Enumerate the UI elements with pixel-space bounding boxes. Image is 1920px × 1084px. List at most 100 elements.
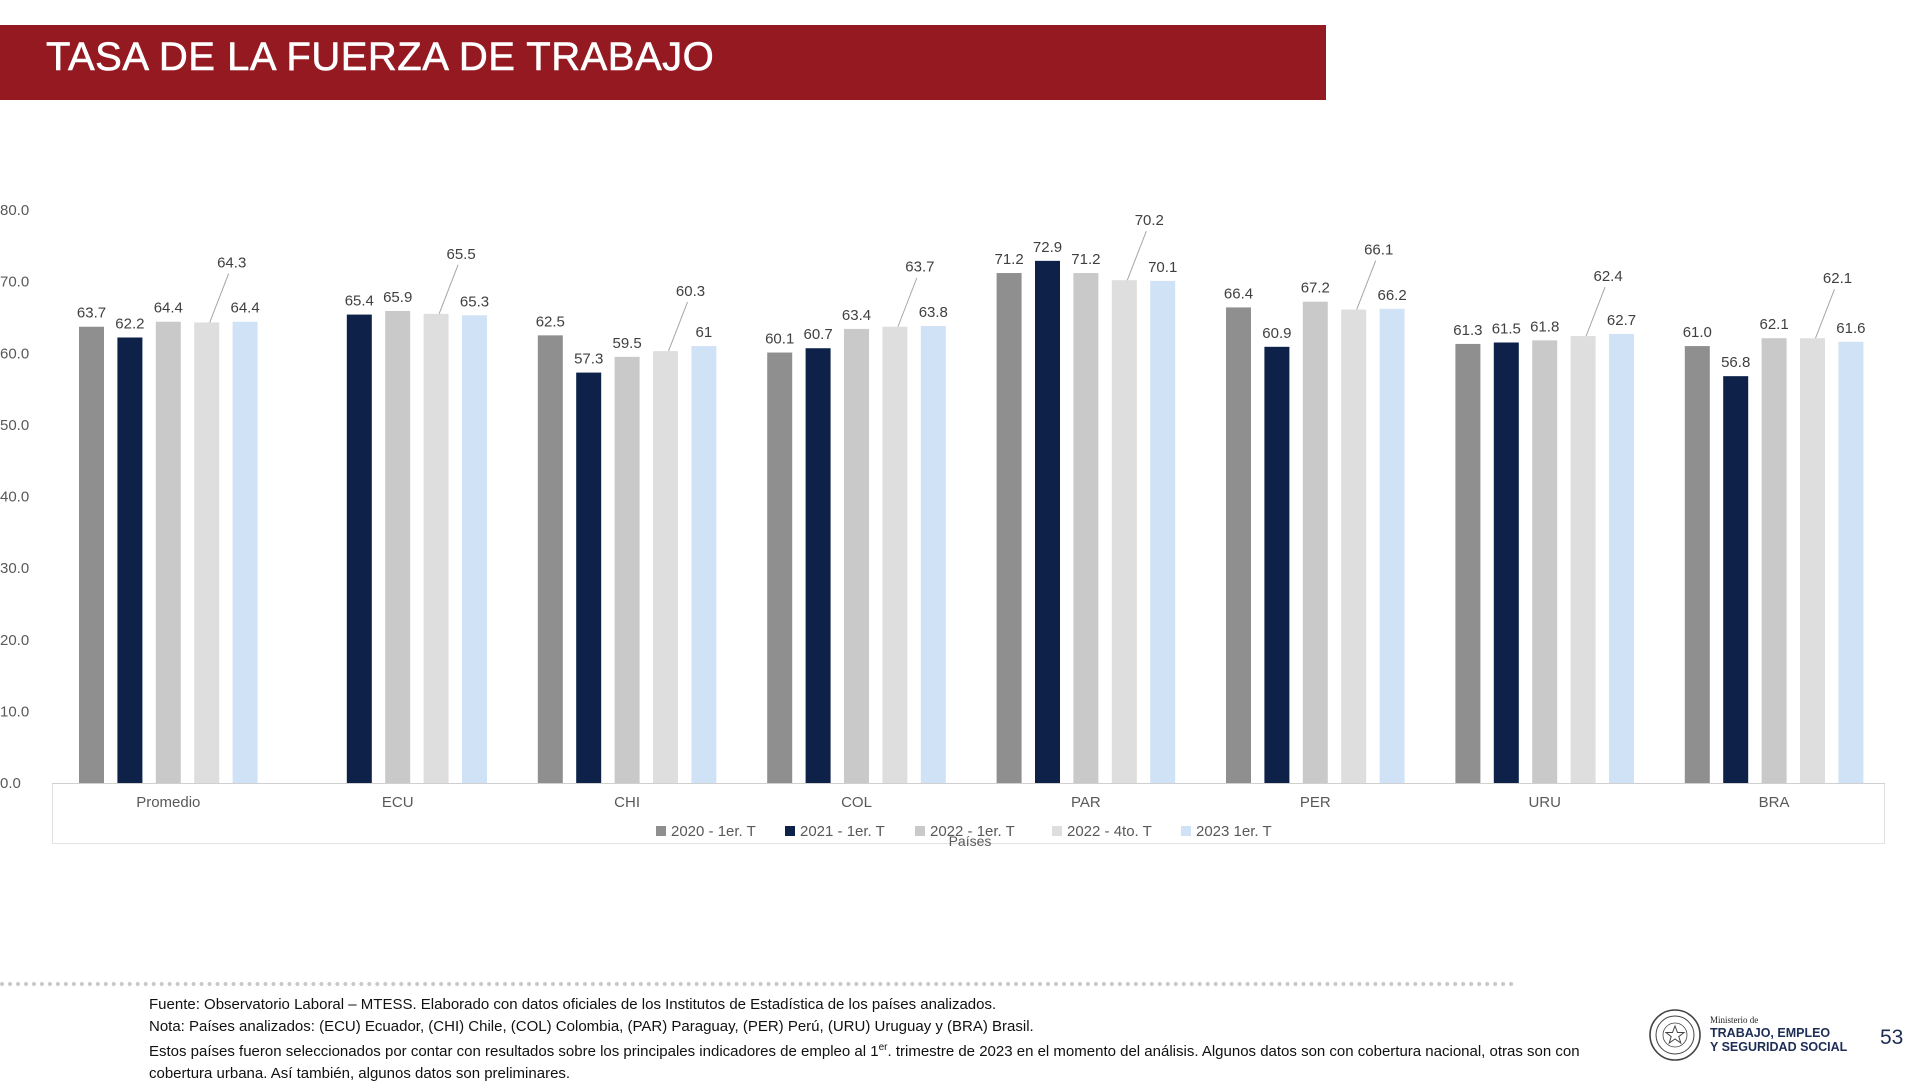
data-label: 63.7 xyxy=(905,259,934,276)
source-note: Fuente: Observatorio Laboral – MTESS. El… xyxy=(149,994,1580,1016)
data-label: 57.3 xyxy=(574,351,603,368)
label-leader-line xyxy=(1586,287,1605,336)
footer-divider xyxy=(0,982,1515,986)
data-label: 62.5 xyxy=(536,313,565,330)
legend-label: 2021 - 1er. T xyxy=(800,823,885,840)
data-label: 65.9 xyxy=(383,289,412,306)
legend-label: 2022 - 1er. T xyxy=(930,823,1015,840)
page-number: 53 xyxy=(1880,1026,1903,1050)
category-label: URU xyxy=(1528,794,1561,811)
category-label: Promedio xyxy=(136,794,200,811)
legend-swatch xyxy=(785,826,795,836)
legend-swatch xyxy=(656,826,666,836)
title-bar: TASA DE LA FUERZA DE TRABAJO xyxy=(0,25,1326,100)
bar xyxy=(1609,334,1634,783)
data-label: 66.4 xyxy=(1224,285,1253,302)
y-tick-label: 10.0 xyxy=(0,703,29,720)
data-label: 72.9 xyxy=(1033,239,1062,256)
data-label: 64.4 xyxy=(154,300,183,317)
bar xyxy=(385,311,410,783)
selection-note-text: Estos países fueron seleccionados por co… xyxy=(149,1043,879,1060)
bar xyxy=(1035,261,1060,783)
data-label: 62.1 xyxy=(1823,270,1852,287)
selection-note-sup: er xyxy=(879,1042,888,1053)
bar xyxy=(1494,343,1519,783)
bar xyxy=(691,346,716,783)
bar xyxy=(1303,302,1328,783)
bar xyxy=(1532,340,1557,783)
data-label: 61.0 xyxy=(1683,324,1712,341)
bar xyxy=(844,329,869,783)
data-label: 61 xyxy=(696,324,713,341)
bar xyxy=(424,314,449,783)
coverage-note: cobertura urbana. Así también, algunos d… xyxy=(149,1063,1580,1084)
bar xyxy=(1073,273,1098,783)
data-label: 56.8 xyxy=(1721,354,1750,371)
legend-label: 2022 - 4to. T xyxy=(1067,823,1152,840)
bar xyxy=(156,322,181,783)
data-label: 66.2 xyxy=(1377,287,1406,304)
category-label: PAR xyxy=(1071,794,1101,811)
legend-label: 2020 - 1er. T xyxy=(671,823,756,840)
bar xyxy=(653,351,678,783)
data-label: 70.1 xyxy=(1148,259,1177,276)
bar xyxy=(806,348,831,783)
label-leader-line xyxy=(1816,289,1835,338)
data-label: 65.4 xyxy=(345,293,374,310)
data-label: 61.5 xyxy=(1492,321,1521,338)
bar xyxy=(615,357,640,783)
countries-note: Nota: Países analizados: (ECU) Ecuador, … xyxy=(149,1016,1580,1038)
data-label: 60.3 xyxy=(676,283,705,300)
data-label: 61.8 xyxy=(1530,318,1559,335)
bar xyxy=(1571,336,1596,783)
bar xyxy=(1723,376,1748,783)
label-leader-line xyxy=(439,265,458,314)
legend-swatch xyxy=(915,826,925,836)
ministry-logo: Ministerio de TRABAJO, EMPLEO Y SEGURIDA… xyxy=(1648,1008,1848,1064)
bar xyxy=(1685,346,1710,783)
bar xyxy=(1341,310,1366,783)
category-label: PER xyxy=(1300,794,1331,811)
data-label: 60.9 xyxy=(1262,325,1291,342)
bar-chart: 0.0 10.0 20.0 30.0 40.0 50.0 60.0 70.0 80.0 63.7 6… xyxy=(0,190,1920,870)
data-label: 71.2 xyxy=(1071,251,1100,268)
y-tick-label: 70.0 xyxy=(0,274,29,291)
ministry-prefix: Ministerio de xyxy=(1710,1014,1847,1026)
data-label: 65.3 xyxy=(460,293,489,310)
data-label: 63.7 xyxy=(77,305,106,322)
y-tick-label: 60.0 xyxy=(0,345,29,362)
bar xyxy=(576,373,601,783)
category-label: BRA xyxy=(1759,794,1790,811)
bar xyxy=(462,315,487,783)
bar xyxy=(1800,338,1825,783)
bar xyxy=(1838,342,1863,783)
label-leader-line xyxy=(669,302,688,351)
data-label: 62.2 xyxy=(115,315,144,332)
y-tick-label: 0.0 xyxy=(0,775,21,792)
y-tick-label: 40.0 xyxy=(0,489,29,506)
bar xyxy=(117,337,142,783)
category-label: ECU xyxy=(382,794,414,811)
data-label: 62.4 xyxy=(1593,268,1622,285)
y-tick-label: 30.0 xyxy=(0,560,29,577)
y-tick-label: 20.0 xyxy=(0,632,29,649)
bar xyxy=(1112,280,1137,783)
label-leader-line xyxy=(898,278,917,327)
data-label: 61.3 xyxy=(1453,322,1482,339)
data-label: 61.6 xyxy=(1836,320,1865,337)
bar xyxy=(921,326,946,783)
y-tick-label: 80.0 xyxy=(0,202,29,219)
label-leader-line xyxy=(1127,231,1146,280)
bar xyxy=(1380,309,1405,783)
data-label: 65.5 xyxy=(446,246,475,263)
bar xyxy=(997,273,1022,783)
data-label: 62.7 xyxy=(1607,312,1636,329)
y-tick-label: 50.0 xyxy=(0,417,29,434)
selection-note-text-2: . trimestre de 2023 en el momento del an… xyxy=(888,1043,1580,1060)
legend-swatch xyxy=(1052,826,1062,836)
data-label: 64.4 xyxy=(230,300,259,317)
ministry-name: Ministerio de TRABAJO, EMPLEO Y SEGURIDA… xyxy=(1710,1014,1847,1054)
bar xyxy=(538,335,563,783)
bar xyxy=(1264,347,1289,783)
data-label: 63.4 xyxy=(842,307,871,324)
